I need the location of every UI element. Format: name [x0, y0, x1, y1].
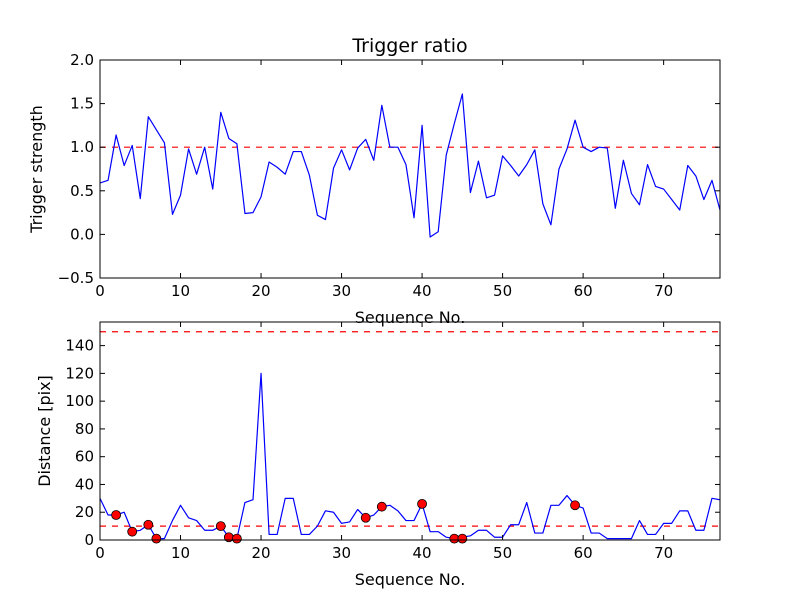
y-tick-label: 20: [75, 503, 94, 521]
x-tick-label: 70: [654, 282, 673, 300]
x-tick-label: 50: [493, 544, 512, 562]
x-tick-label: 20: [251, 544, 270, 562]
data-point: [127, 526, 138, 537]
data-point: [151, 533, 162, 544]
x-tick-label: 0: [95, 282, 105, 300]
y-axis-label: Trigger strength: [27, 105, 46, 234]
data-point: [231, 533, 242, 544]
y-tick-label: 2.0: [70, 51, 94, 69]
x-tick-label: 70: [654, 544, 673, 562]
series-line-0: [100, 372, 720, 540]
y-tick-label: 120: [65, 364, 94, 382]
plot-frame: [99, 321, 721, 541]
y-tick-label: 40: [75, 475, 94, 493]
y-tick-label: 80: [75, 420, 94, 438]
data-point: [570, 500, 580, 511]
x-tick-label: 20: [251, 282, 270, 300]
data-point: [143, 519, 154, 530]
x-tick-label: 30: [332, 282, 351, 300]
x-tick-label: 60: [574, 544, 593, 562]
data-point: [449, 533, 460, 544]
chart-title: Trigger ratio: [351, 35, 467, 57]
x-tick-label: 30: [332, 544, 351, 562]
trigger-ratio-panel: Trigger ratio 0 10 20 30 40 50 60 70 −0.5 0.0 0.5 1…: [27, 35, 721, 327]
data-point: [376, 501, 387, 512]
x-axis-label: Sequence No.: [355, 570, 466, 589]
data-point: [417, 498, 427, 509]
y-tick-label: 0.5: [70, 182, 94, 200]
data-point: [360, 512, 371, 523]
y-tick-label: 1.0: [70, 138, 94, 156]
y-tick-label: 100: [65, 392, 94, 410]
y-tick-label: −0.5: [58, 269, 94, 287]
y-tick-label: 1.5: [70, 95, 94, 113]
x-tick-label: 60: [574, 282, 593, 300]
distance-panel: 0 10 20 30 40 50 60 70 0 20 40 60 80 100 120 140 Sequen…: [35, 321, 721, 589]
y-axis-label: Distance [pix]: [35, 375, 54, 487]
x-axis-label: Sequence No.: [355, 308, 466, 327]
x-tick-label: 0: [95, 544, 105, 562]
y-tick-label: 60: [75, 448, 94, 466]
data-point: [457, 533, 468, 544]
y-tick-label: 0.0: [70, 225, 94, 243]
x-tick-label: 10: [171, 282, 190, 300]
x-tick-label: 40: [413, 544, 432, 562]
data-point: [215, 521, 226, 532]
plot-frame: [99, 59, 721, 279]
x-tick-label: 10: [171, 544, 190, 562]
data-point: [111, 510, 122, 520]
x-tick-label: 50: [493, 282, 512, 300]
y-tick-label: 140: [65, 337, 94, 355]
y-tick-label: 0: [84, 531, 94, 549]
x-tick-label: 40: [413, 282, 432, 300]
series-line-0: [100, 93, 720, 238]
